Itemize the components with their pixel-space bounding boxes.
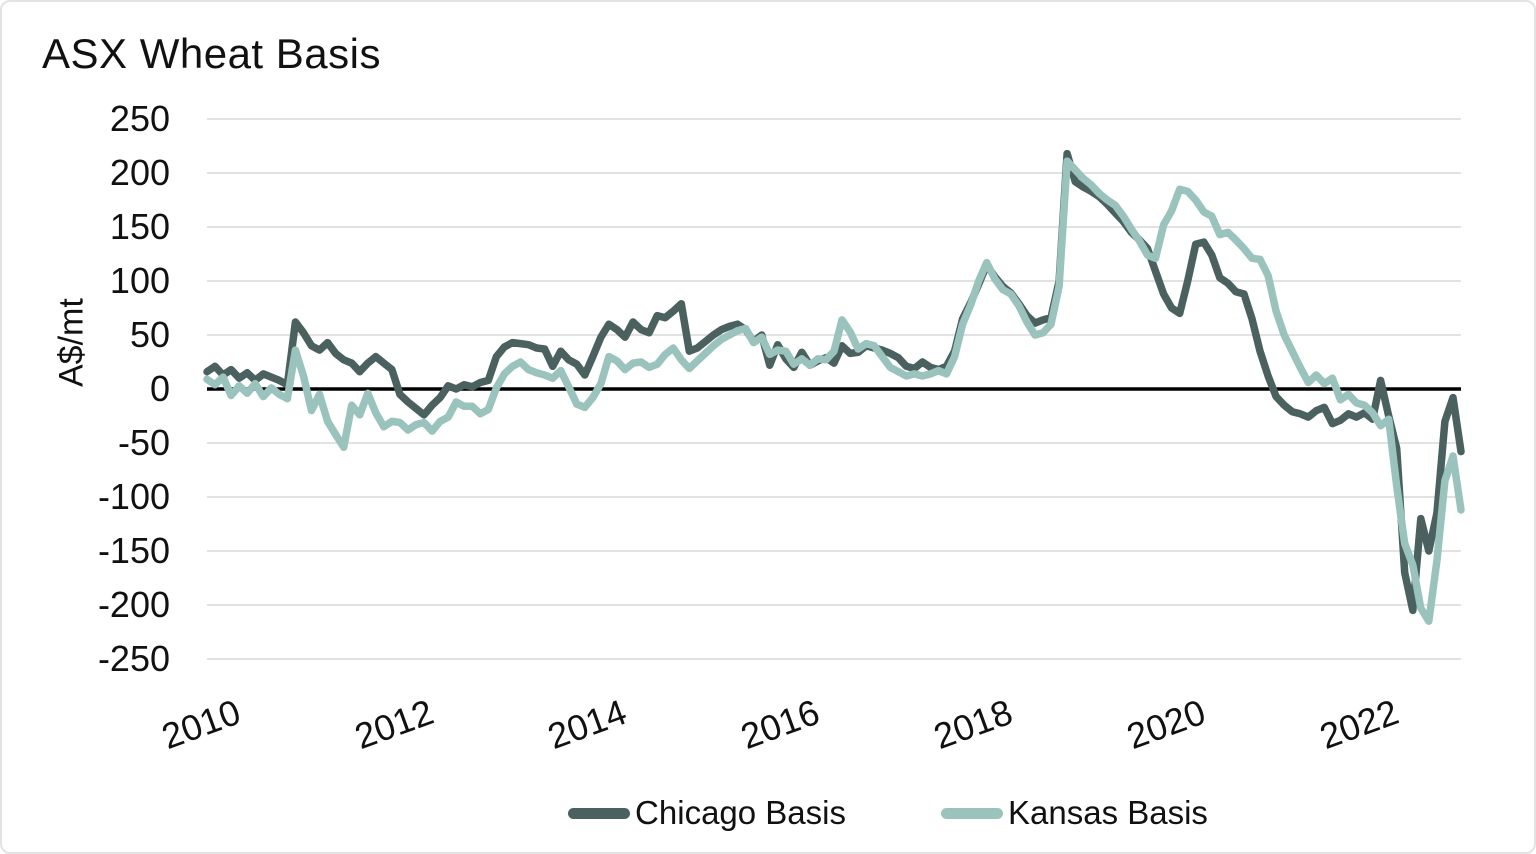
legend-item-chicago-basis: Chicago Basis — [568, 794, 846, 832]
y-tick-label: 0 — [149, 368, 170, 409]
legend-swatch-icon — [568, 807, 631, 819]
kansas-basis-line — [203, 157, 1465, 625]
legend: Chicago Basis Kansas Basis — [122, 794, 1534, 832]
y-tick-label: 50 — [129, 314, 170, 355]
legend-item-kansas-basis: Kansas Basis — [941, 794, 1208, 832]
legend-label: Kansas Basis — [1008, 794, 1208, 831]
y-tick-label: 100 — [109, 260, 170, 301]
y-tick-label: -50 — [117, 422, 170, 463]
y-tick-label: 200 — [109, 152, 170, 193]
legend-label: Chicago Basis — [635, 794, 846, 831]
y-tick-label: -250 — [97, 638, 170, 679]
legend-swatch-icon — [941, 807, 1003, 819]
chicago-basis-line — [203, 149, 1465, 615]
y-tick-label: -200 — [97, 584, 170, 625]
y-tick-label: -150 — [97, 530, 170, 571]
y-tick-label: 150 — [109, 206, 170, 247]
y-tick-label: -100 — [97, 476, 170, 517]
chart-title: ASX Wheat Basis — [42, 30, 381, 77]
y-tick-label: 250 — [109, 98, 170, 139]
